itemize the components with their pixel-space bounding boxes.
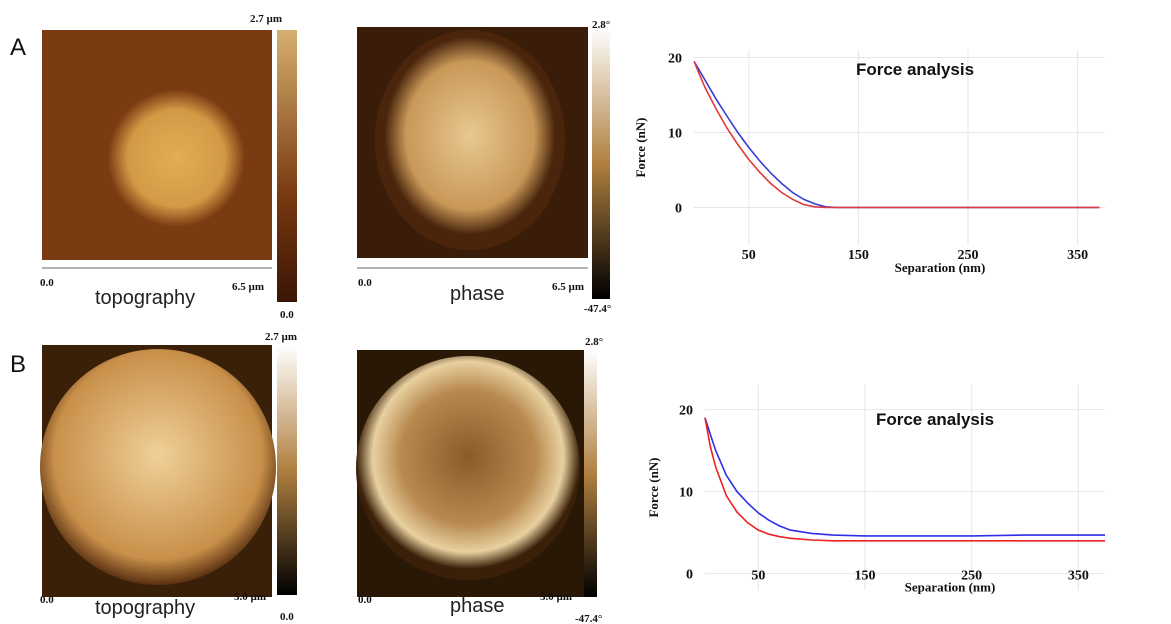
scale-end: 6.5 µm	[232, 281, 264, 293]
y-tick-label: 20	[668, 52, 682, 67]
color-min: 0.0	[280, 611, 294, 623]
panel-label: A	[10, 34, 26, 61]
x-tick-label: 350	[1068, 569, 1089, 584]
y-tick-label: 10	[679, 486, 693, 501]
x-tick-label: 150	[855, 569, 876, 584]
colorbar	[592, 27, 610, 299]
scale-start: 0.0	[40, 277, 54, 289]
colorbar	[277, 30, 297, 302]
chart-title: Force analysis	[856, 60, 974, 79]
scale-start: 0.0	[40, 594, 54, 606]
colorbar	[277, 345, 297, 595]
panel-label: B	[10, 351, 26, 378]
x-tick-label: 250	[961, 569, 982, 584]
y-axis-label: Force (nN)	[646, 457, 661, 517]
color-min: -47.4°	[575, 613, 602, 624]
panel-a: A 0.0 6.5 µm topography 2.7 µm 0.0 0.0 6…	[10, 13, 611, 321]
scale-end: 5.0 µm	[234, 591, 266, 603]
force-curve	[693, 60, 1100, 209]
afm-image	[40, 349, 276, 585]
y-axis-label: Force (nN)	[633, 117, 648, 177]
y-tick-label: 0	[686, 568, 693, 583]
y-tick-label: 20	[679, 404, 693, 419]
chart-title: Force analysis	[876, 410, 994, 429]
y-tick-label: 0	[675, 202, 682, 217]
charts: 0 10 20 50 150 250 350 Force analysis Separation…	[633, 50, 1105, 595]
scale-end: 6.5 µm	[552, 281, 584, 293]
scale-end: 5.0 µm	[540, 591, 572, 603]
afm-image	[356, 356, 580, 580]
x-tick-label: 50	[742, 248, 756, 263]
x-tick-label: 350	[1067, 248, 1088, 263]
afm-image	[375, 30, 565, 250]
colorbar	[584, 350, 597, 597]
color-max: 2.7 µm	[265, 331, 297, 343]
caption: phase	[450, 283, 505, 305]
caption: topography	[95, 287, 195, 309]
color-max: 2.8°	[592, 19, 610, 31]
color-min: -47.4°	[584, 303, 611, 315]
scale-start: 0.0	[358, 277, 372, 289]
panel-b: B 0.0 5.0 µm topography 2.7 µm 0.0 0.0 5…	[10, 331, 603, 624]
x-tick-label: 250	[958, 248, 979, 263]
caption: phase	[450, 595, 505, 617]
color-max: 2.8°	[585, 336, 603, 348]
force-curve	[693, 60, 1100, 209]
caption: topography	[95, 597, 195, 619]
x-axis-label: Separation (nm)	[895, 260, 986, 275]
color-min: 0.0	[280, 309, 294, 321]
scale-start: 0.0	[358, 594, 372, 606]
force-curve	[704, 417, 1105, 542]
force-curve	[704, 417, 1105, 537]
y-tick-label: 10	[668, 127, 682, 142]
x-tick-label: 150	[848, 248, 869, 263]
x-axis-label: Separation (nm)	[905, 580, 996, 595]
x-tick-label: 50	[751, 569, 765, 584]
color-max: 2.7 µm	[250, 13, 282, 25]
afm-image	[86, 68, 250, 232]
